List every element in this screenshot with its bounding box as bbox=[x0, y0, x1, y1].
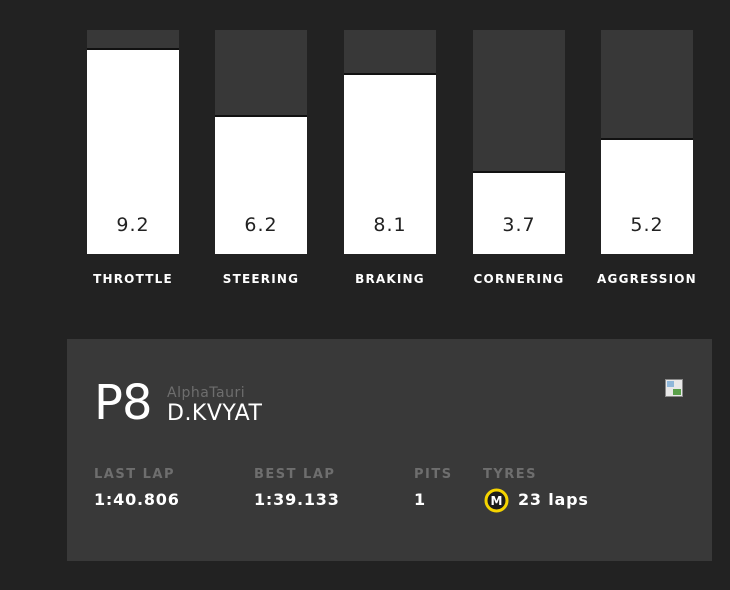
tyre-compound-icon: M bbox=[484, 488, 509, 513]
stat-bar-fill: 3.7 bbox=[473, 171, 565, 254]
tyres-value: 23 laps bbox=[518, 490, 589, 509]
stat-bar-track: 3.7 bbox=[473, 30, 565, 254]
stat-value: 6.2 bbox=[244, 214, 278, 236]
tyre-compound-letter: M bbox=[491, 494, 503, 508]
pits-value: 1 bbox=[414, 490, 426, 509]
best-lap-value: 1:39.133 bbox=[254, 490, 340, 509]
stat-label: CORNERING bbox=[473, 272, 565, 286]
driver-name: D.KVYAT bbox=[167, 401, 263, 426]
stat-aggression: 5.2 AGGRESSION bbox=[597, 30, 696, 286]
stat-value: 8.1 bbox=[373, 214, 407, 236]
stat-braking: 8.1 BRAKING bbox=[344, 30, 436, 286]
stat-value: 3.7 bbox=[502, 214, 536, 236]
stat-bar-fill: 6.2 bbox=[215, 115, 307, 254]
last-lap-label: LAST LAP bbox=[94, 467, 175, 482]
stat-value: 9.2 bbox=[116, 214, 150, 236]
pits-label: PITS bbox=[414, 467, 453, 482]
driver-card[interactable]: P8 AlphaTauri D.KVYAT LAST LAP 1:40.806 … bbox=[67, 339, 712, 561]
tyres-label: TYRES bbox=[483, 467, 538, 482]
stat-label: BRAKING bbox=[355, 272, 425, 286]
stat-bar-track: 5.2 bbox=[601, 30, 693, 254]
stat-value: 5.2 bbox=[630, 214, 664, 236]
stat-bar-track: 9.2 bbox=[87, 30, 179, 254]
stat-label: STEERING bbox=[222, 272, 300, 286]
team-name: AlphaTauri bbox=[167, 385, 246, 401]
stat-steering: 6.2 STEERING bbox=[215, 30, 307, 286]
broken-image-icon bbox=[665, 379, 683, 397]
stat-cornering: 3.7 CORNERING bbox=[473, 30, 565, 286]
best-lap-label: BEST LAP bbox=[254, 467, 336, 482]
stat-bar-fill: 9.2 bbox=[87, 48, 179, 254]
last-lap-value: 1:40.806 bbox=[94, 490, 180, 509]
stat-label: AGGRESSION bbox=[597, 272, 697, 286]
stat-bar-fill: 5.2 bbox=[601, 138, 693, 254]
race-position: P8 bbox=[94, 375, 152, 431]
stat-bar-track: 8.1 bbox=[344, 30, 436, 254]
stat-bar-track: 6.2 bbox=[215, 30, 307, 254]
stat-label: THROTTLE bbox=[93, 272, 173, 286]
stat-bar-fill: 8.1 bbox=[344, 73, 436, 254]
stat-throttle: 9.2 THROTTLE bbox=[87, 30, 179, 286]
